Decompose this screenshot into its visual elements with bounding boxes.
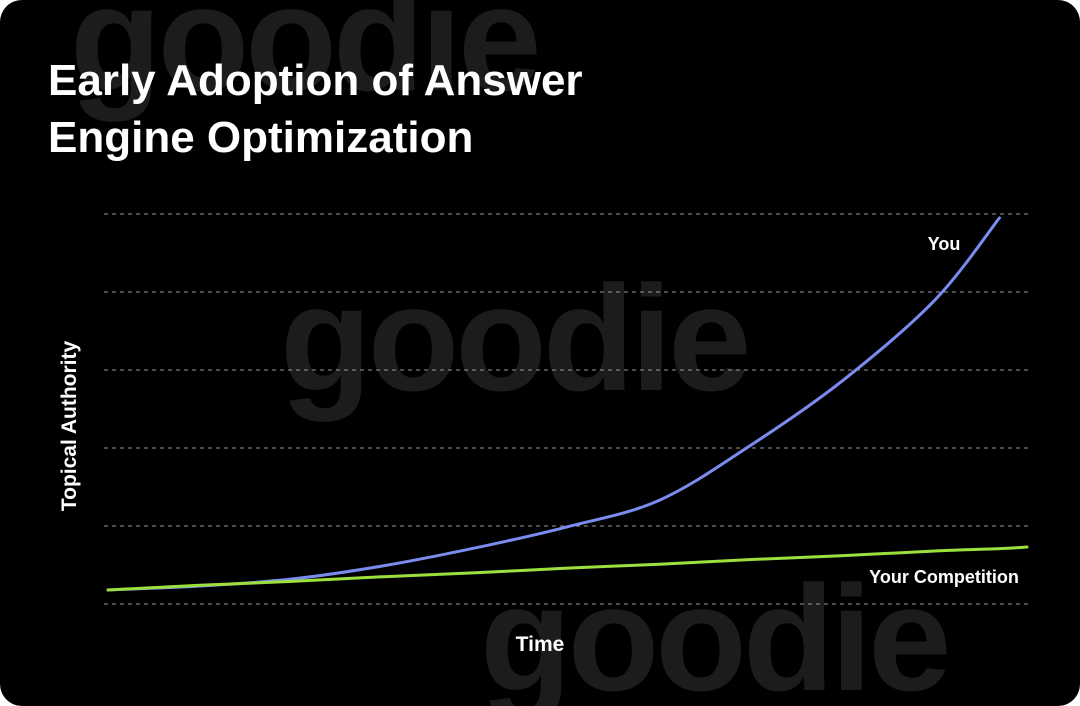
line <box>106 545 1029 592</box>
y-axis-label: Topical Authority <box>58 341 81 512</box>
x-axis-label: Time <box>516 633 565 656</box>
series-label: You <box>928 234 961 254</box>
chart-title: Early Adoption of Answer <box>48 56 583 105</box>
watermark: goodie <box>280 254 748 422</box>
watermark: goodie <box>480 554 948 706</box>
series-label: Your Competition <box>869 567 1019 587</box>
chart-title: Engine Optimization <box>48 113 473 162</box>
watermark: goodie <box>70 0 538 122</box>
